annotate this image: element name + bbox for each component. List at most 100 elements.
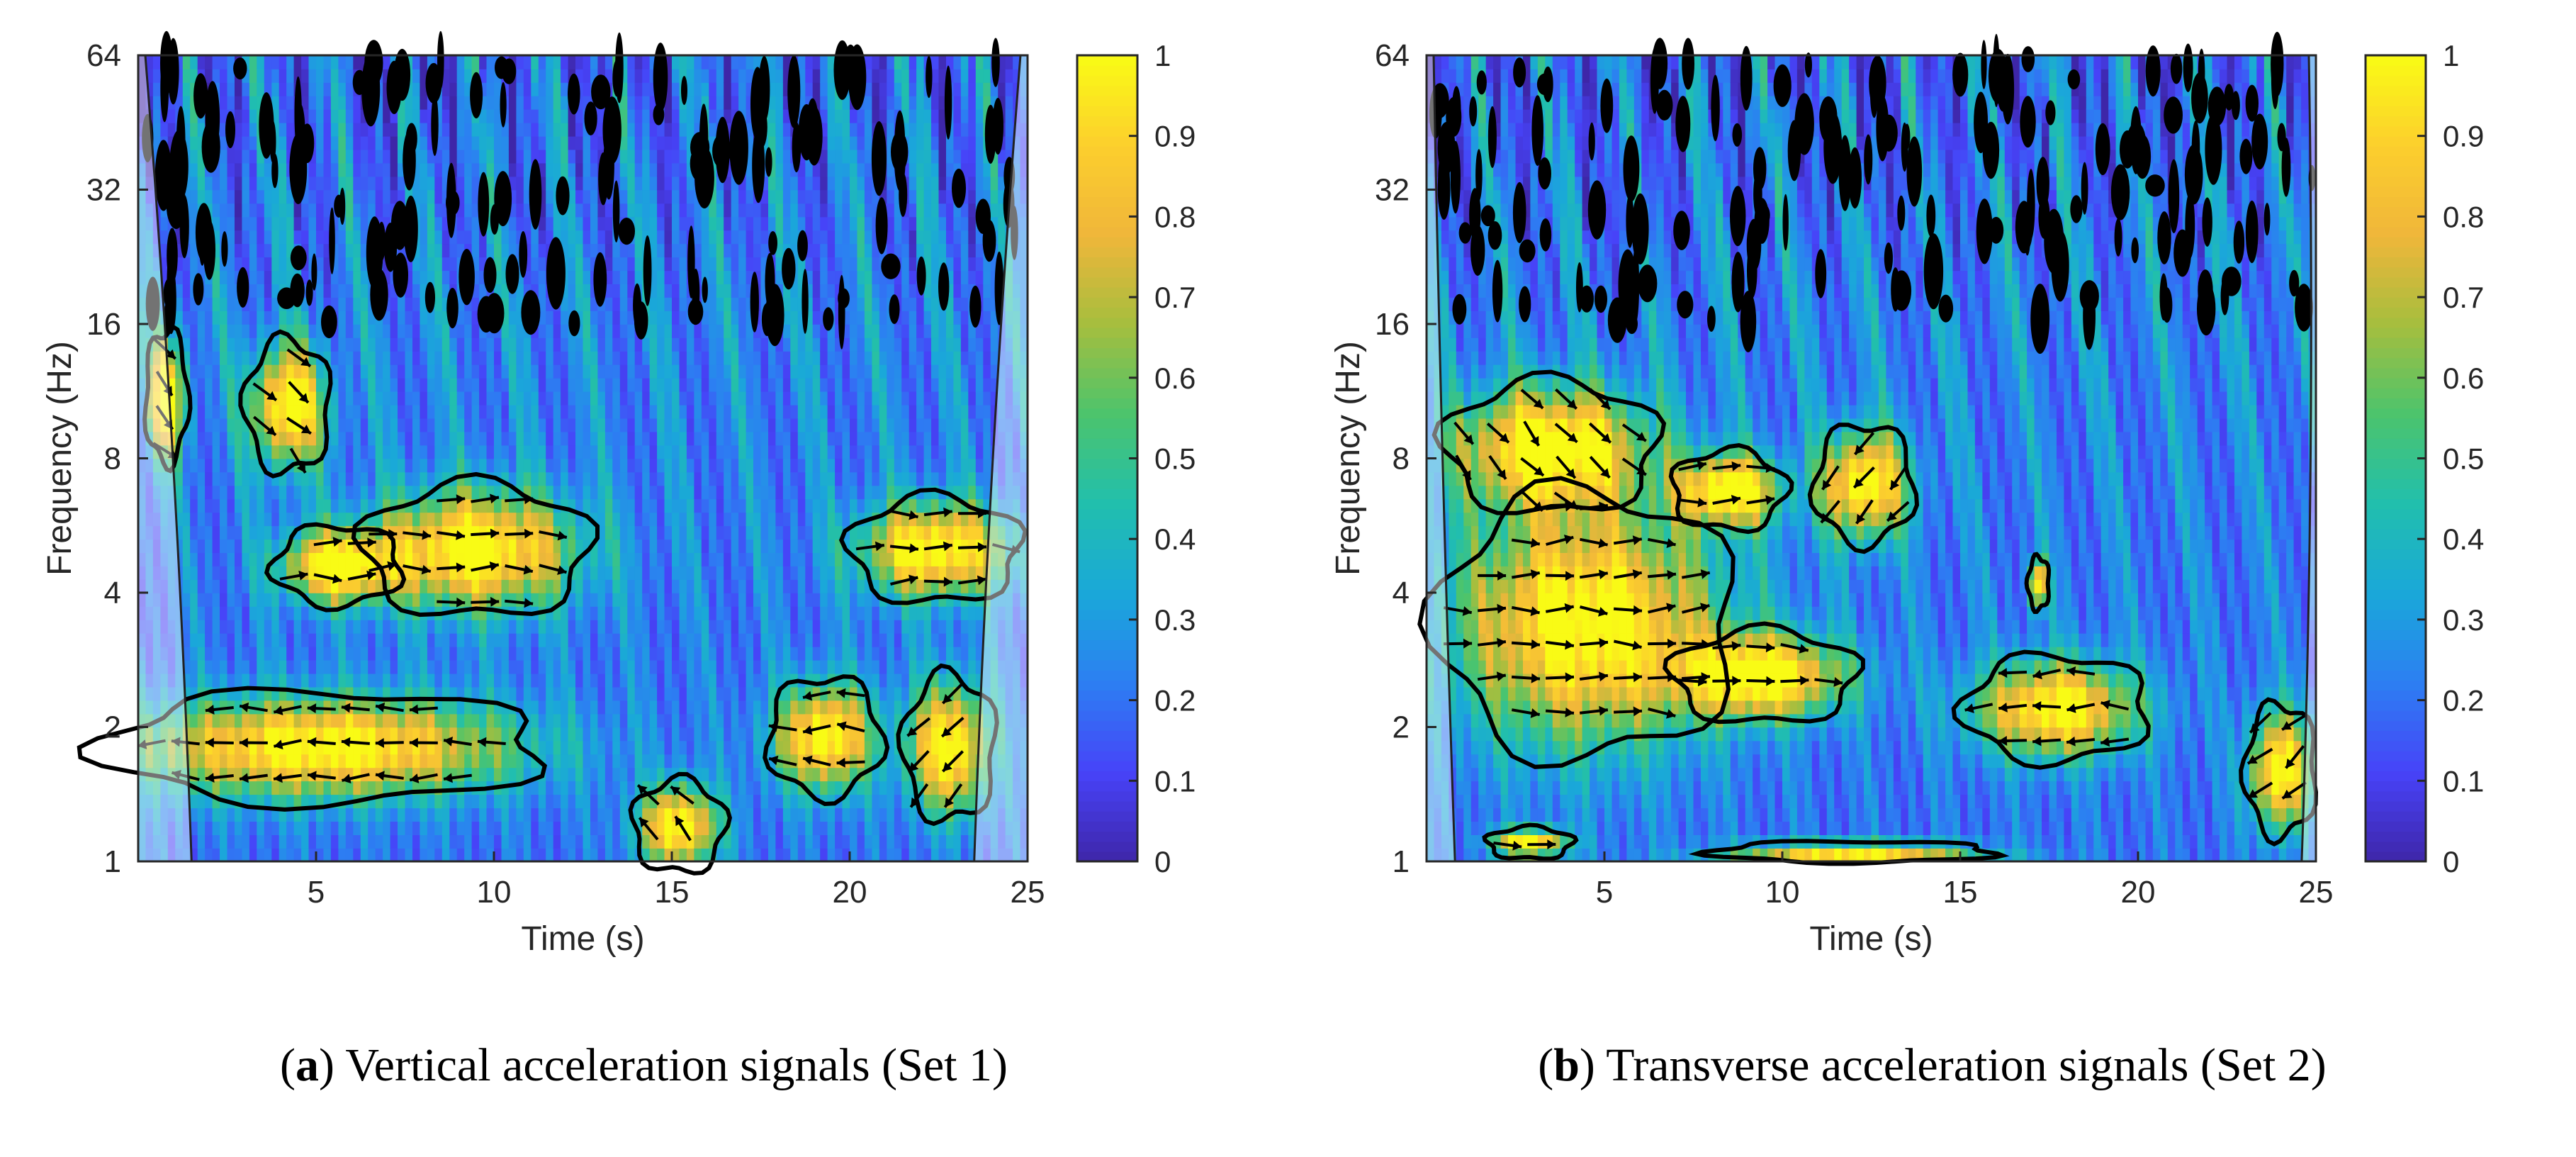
heatmap-cell bbox=[279, 659, 287, 674]
heatmap-cell bbox=[420, 848, 428, 862]
heatmap-cell bbox=[182, 404, 191, 419]
heatmap-cell bbox=[501, 418, 510, 432]
heatmap-cell bbox=[642, 69, 651, 83]
heatmap-cell bbox=[242, 498, 250, 513]
heatmap-cell bbox=[249, 135, 258, 150]
heatmap-cell bbox=[160, 646, 169, 661]
heatmap-cell bbox=[368, 189, 376, 204]
heatmap-cell bbox=[279, 566, 287, 580]
heatmap-cell bbox=[627, 431, 636, 446]
heatmap-cell bbox=[746, 337, 754, 352]
heatmap-cell bbox=[249, 95, 258, 110]
heatmap-cell bbox=[494, 270, 502, 284]
heatmap-cell bbox=[501, 404, 510, 419]
heatmap-cell bbox=[427, 834, 436, 849]
heatmap-cell bbox=[709, 216, 717, 231]
heatmap-cell bbox=[293, 311, 302, 325]
heatmap-cell bbox=[249, 727, 258, 742]
heatmap-cell bbox=[427, 95, 436, 110]
heatmap-cell bbox=[612, 754, 621, 768]
heatmap-cell bbox=[360, 646, 369, 661]
heatmap-cell bbox=[368, 619, 376, 634]
heatmap-cell bbox=[264, 216, 273, 231]
heatmap-cell bbox=[197, 135, 206, 150]
heatmap-cell bbox=[235, 257, 243, 272]
heatmap-cell bbox=[464, 162, 473, 177]
heatmap-cell bbox=[286, 807, 295, 822]
heatmap-cell bbox=[561, 579, 569, 593]
heatmap-cell bbox=[182, 284, 191, 298]
heatmap-cell bbox=[523, 659, 532, 674]
heatmap-cell bbox=[390, 418, 398, 432]
heatmap-cell bbox=[360, 311, 369, 325]
heatmap-cell bbox=[227, 55, 235, 69]
heatmap-cell bbox=[612, 848, 621, 862]
heatmap-cell bbox=[338, 431, 347, 446]
heatmap-cell bbox=[434, 700, 443, 715]
heatmap-cell bbox=[420, 230, 428, 245]
heatmap-cell bbox=[546, 848, 554, 862]
heatmap-cell bbox=[145, 230, 154, 245]
heatmap-cell bbox=[375, 324, 383, 338]
heatmap-cell bbox=[205, 445, 213, 459]
heatmap-cell bbox=[583, 619, 591, 634]
heatmap-cell bbox=[634, 619, 643, 634]
heatmap-cell bbox=[330, 619, 339, 634]
heatmap-cell bbox=[561, 781, 569, 795]
heatmap-cell bbox=[731, 257, 739, 272]
heatmap-cell bbox=[212, 297, 220, 311]
heatmap-cell bbox=[575, 646, 584, 661]
heatmap-cell bbox=[441, 176, 451, 191]
heatmap-cell bbox=[597, 311, 606, 325]
heatmap-cell bbox=[138, 498, 147, 513]
heatmap-cell bbox=[227, 498, 235, 513]
heatmap-cell bbox=[679, 713, 687, 728]
heatmap-cell bbox=[679, 135, 687, 150]
heatmap-cell bbox=[694, 713, 702, 728]
heatmap-cell bbox=[471, 700, 480, 715]
heatmap-cell bbox=[724, 257, 732, 272]
heatmap-cell bbox=[738, 566, 747, 580]
heatmap-cell bbox=[679, 189, 687, 204]
heatmap-cell bbox=[308, 203, 317, 218]
heatmap-cell bbox=[664, 122, 673, 137]
heatmap-cell bbox=[590, 512, 599, 527]
heatmap-cell bbox=[694, 632, 702, 647]
heatmap-cell bbox=[205, 297, 213, 311]
heatmap-cell bbox=[746, 189, 754, 204]
heatmap-cell bbox=[235, 230, 243, 245]
heatmap-cell bbox=[568, 767, 576, 782]
heatmap-cell bbox=[227, 337, 235, 352]
heatmap-cell bbox=[686, 579, 695, 593]
heatmap-cell bbox=[568, 471, 576, 486]
heatmap-cell bbox=[686, 149, 695, 164]
heatmap-cell bbox=[694, 700, 702, 715]
heatmap-cell bbox=[649, 619, 658, 634]
heatmap-cell bbox=[634, 754, 643, 768]
heatmap-cell bbox=[627, 700, 636, 715]
heatmap-cell bbox=[353, 55, 361, 69]
heatmap-cell bbox=[160, 257, 169, 272]
heatmap-cell bbox=[619, 539, 629, 553]
heatmap-cell bbox=[249, 162, 258, 177]
heatmap-cell bbox=[441, 498, 451, 513]
heatmap-cell bbox=[516, 162, 524, 177]
heatmap-cell bbox=[175, 243, 184, 258]
heatmap-cell bbox=[383, 834, 391, 849]
heatmap-cell bbox=[575, 176, 584, 191]
heatmap-cell bbox=[145, 606, 154, 620]
heatmap-cell bbox=[634, 431, 643, 446]
heatmap-cell bbox=[597, 243, 606, 258]
heatmap-cell bbox=[590, 485, 599, 500]
heatmap-cell bbox=[235, 821, 243, 835]
heatmap-cell bbox=[561, 646, 569, 661]
heatmap-cell bbox=[427, 216, 436, 231]
heatmap-cell bbox=[456, 122, 465, 137]
heatmap-cell bbox=[190, 122, 198, 137]
heatmap-cell bbox=[634, 471, 643, 486]
heatmap-cell bbox=[190, 593, 198, 607]
heatmap-cell bbox=[360, 848, 369, 862]
heatmap-cell bbox=[441, 431, 451, 446]
heatmap-cell bbox=[694, 646, 702, 661]
heatmap-cell bbox=[731, 350, 739, 365]
